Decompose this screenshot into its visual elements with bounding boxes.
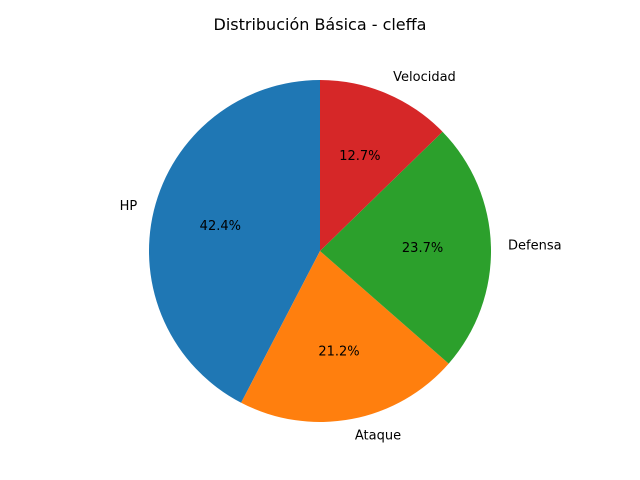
slice-label-hp: HP: [120, 199, 138, 214]
slice-label-defensa: Defensa: [508, 238, 562, 253]
slice-label-ataque: Ataque: [355, 428, 401, 443]
pie-slice-hp: [149, 80, 320, 403]
slice-percent-ataque: 21.2%: [318, 344, 359, 359]
pie-slices: [149, 80, 491, 423]
pie-labels: HP 42.4% Ataque 21.2% Defensa 23.7% Velocidad 1…: [120, 70, 562, 443]
slice-percent-defensa: 23.7%: [402, 241, 443, 256]
pie-slice-defensa: [320, 131, 491, 364]
chart-title: Distribución Básica - cleffa: [214, 15, 427, 34]
slice-label-velocidad: Velocidad: [393, 70, 456, 85]
pie-slice-velocidad: [320, 80, 443, 251]
slice-percent-hp: 42.4%: [200, 219, 241, 234]
pie-slice-ataque: [241, 251, 449, 423]
slice-percent-velocidad: 12.7%: [339, 149, 380, 164]
